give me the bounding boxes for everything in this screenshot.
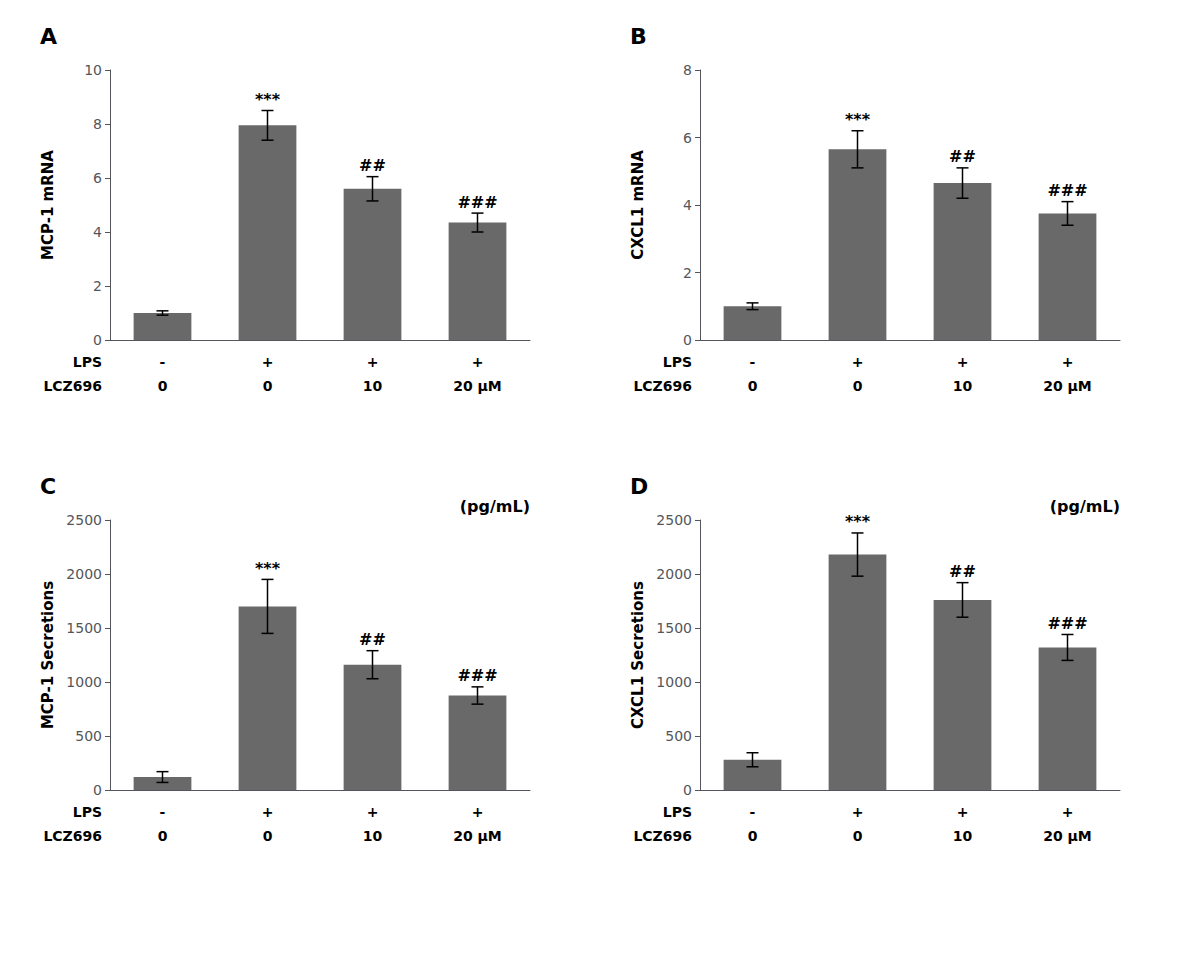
svg-text:+: + [957,354,969,370]
svg-text:0: 0 [158,378,168,394]
svg-text:1000: 1000 [66,674,102,690]
svg-text:20 μM: 20 μM [453,828,502,844]
svg-text:***: *** [255,559,281,578]
svg-text:10: 10 [363,378,383,394]
svg-text:10: 10 [84,62,102,78]
svg-text:LCZ696: LCZ696 [43,378,102,394]
svg-text:(pg/mL): (pg/mL) [1050,497,1120,516]
svg-text:B: B [630,24,647,49]
svg-text:MCP-1 Secretions: MCP-1 Secretions [39,581,57,729]
svg-text:CXCL1 Secretions: CXCL1 Secretions [629,581,647,729]
svg-text:A: A [40,24,57,49]
svg-text:1000: 1000 [656,674,692,690]
svg-text:0: 0 [263,828,273,844]
svg-text:###: ### [1047,614,1087,633]
svg-text:8: 8 [683,62,692,78]
svg-text:0: 0 [93,332,102,348]
svg-text:+: + [1062,804,1074,820]
svg-text:+: + [472,354,484,370]
svg-text:###: ### [457,193,497,212]
svg-text:+: + [957,804,969,820]
svg-text:20 μM: 20 μM [453,378,502,394]
svg-text:8: 8 [93,116,102,132]
svg-text:0: 0 [263,378,273,394]
svg-text:LPS: LPS [73,804,102,820]
svg-text:20 μM: 20 μM [1043,828,1092,844]
svg-text:1500: 1500 [656,620,692,636]
svg-text:+: + [472,804,484,820]
svg-text:2: 2 [683,265,692,281]
svg-text:##: ## [949,147,976,166]
svg-text:0: 0 [683,782,692,798]
svg-text:2000: 2000 [656,566,692,582]
svg-text:D: D [630,474,648,499]
svg-text:0: 0 [93,782,102,798]
svg-text:0: 0 [748,828,758,844]
svg-text:20 μM: 20 μM [1043,378,1092,394]
svg-text:500: 500 [75,728,102,744]
svg-text:##: ## [359,630,386,649]
svg-text:0: 0 [683,332,692,348]
svg-text:MCP-1 mRNA: MCP-1 mRNA [39,150,57,260]
svg-text:+: + [852,354,864,370]
svg-text:##: ## [949,562,976,581]
svg-text:0: 0 [853,378,863,394]
svg-text:LCZ696: LCZ696 [633,828,692,844]
svg-text:+: + [367,804,379,820]
svg-text:###: ### [1047,181,1087,200]
svg-text:***: *** [845,512,871,531]
svg-text:LPS: LPS [663,804,692,820]
svg-text:-: - [750,354,756,370]
svg-text:-: - [160,804,166,820]
svg-text:10: 10 [953,828,973,844]
svg-text:+: + [262,804,274,820]
svg-text:CXCL1 mRNA: CXCL1 mRNA [629,150,647,260]
svg-text:+: + [852,804,864,820]
svg-text:+: + [1062,354,1074,370]
svg-text:LPS: LPS [73,354,102,370]
svg-text:LCZ696: LCZ696 [43,828,102,844]
svg-text:C: C [40,474,56,499]
svg-text:0: 0 [853,828,863,844]
svg-text:-: - [160,354,166,370]
svg-text:4: 4 [683,197,692,213]
svg-text:+: + [262,354,274,370]
svg-text:6: 6 [93,170,102,186]
svg-text:10: 10 [953,378,973,394]
svg-text:###: ### [457,666,497,685]
svg-text:1500: 1500 [66,620,102,636]
svg-text:***: *** [255,90,281,109]
svg-text:(pg/mL): (pg/mL) [460,497,530,516]
svg-text:10: 10 [363,828,383,844]
svg-text:##: ## [359,156,386,175]
svg-text:2500: 2500 [66,512,102,528]
svg-text:0: 0 [748,378,758,394]
svg-text:-: - [750,804,756,820]
svg-text:LPS: LPS [663,354,692,370]
svg-text:0: 0 [158,828,168,844]
svg-text:4: 4 [93,224,102,240]
svg-text:LCZ696: LCZ696 [633,378,692,394]
svg-text:***: *** [845,110,871,129]
svg-text:6: 6 [683,130,692,146]
svg-text:2500: 2500 [656,512,692,528]
svg-text:500: 500 [665,728,692,744]
svg-text:2: 2 [93,278,102,294]
svg-text:+: + [367,354,379,370]
svg-text:2000: 2000 [66,566,102,582]
